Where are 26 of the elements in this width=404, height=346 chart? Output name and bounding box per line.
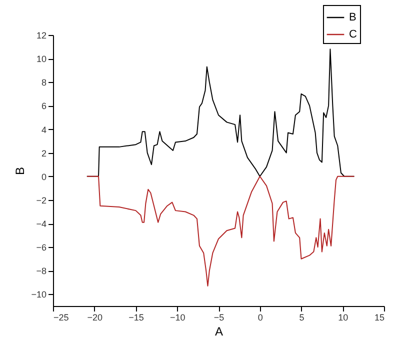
y-axis-title: B	[13, 166, 28, 176]
legend-label: C	[349, 28, 357, 40]
x-tick-label: −5	[214, 312, 224, 322]
x-tick-label: 5	[299, 312, 304, 322]
x-tick-label: 15	[374, 312, 384, 322]
x-tick-label: −15	[128, 312, 144, 322]
x-tick-label: 0	[258, 312, 263, 322]
y-tick-label: 2	[41, 148, 46, 158]
line-series	[86, 176, 355, 286]
x-tick-label: 10	[338, 312, 348, 322]
y-tick-label: 6	[41, 101, 46, 112]
y-tick-label: −2	[36, 195, 46, 206]
legend-label: B	[349, 12, 356, 24]
x-tick-label: −25	[54, 312, 69, 322]
y-tick-label: 8	[41, 78, 46, 88]
y-tick-label: −6	[36, 242, 46, 253]
y-tick-label: 0	[41, 172, 46, 182]
y-tick-label: 4	[41, 124, 46, 135]
x-axis-title: A	[214, 324, 224, 338]
y-tick-label: −8	[36, 266, 46, 276]
y-tick-label: −10	[31, 290, 46, 300]
x-tick-label: −20	[87, 312, 103, 322]
x-tick-label: −10	[170, 312, 186, 322]
y-tick-label: 12	[36, 30, 46, 40]
y-tick-label: 10	[36, 54, 46, 64]
y-tick-label: −4	[36, 219, 46, 230]
